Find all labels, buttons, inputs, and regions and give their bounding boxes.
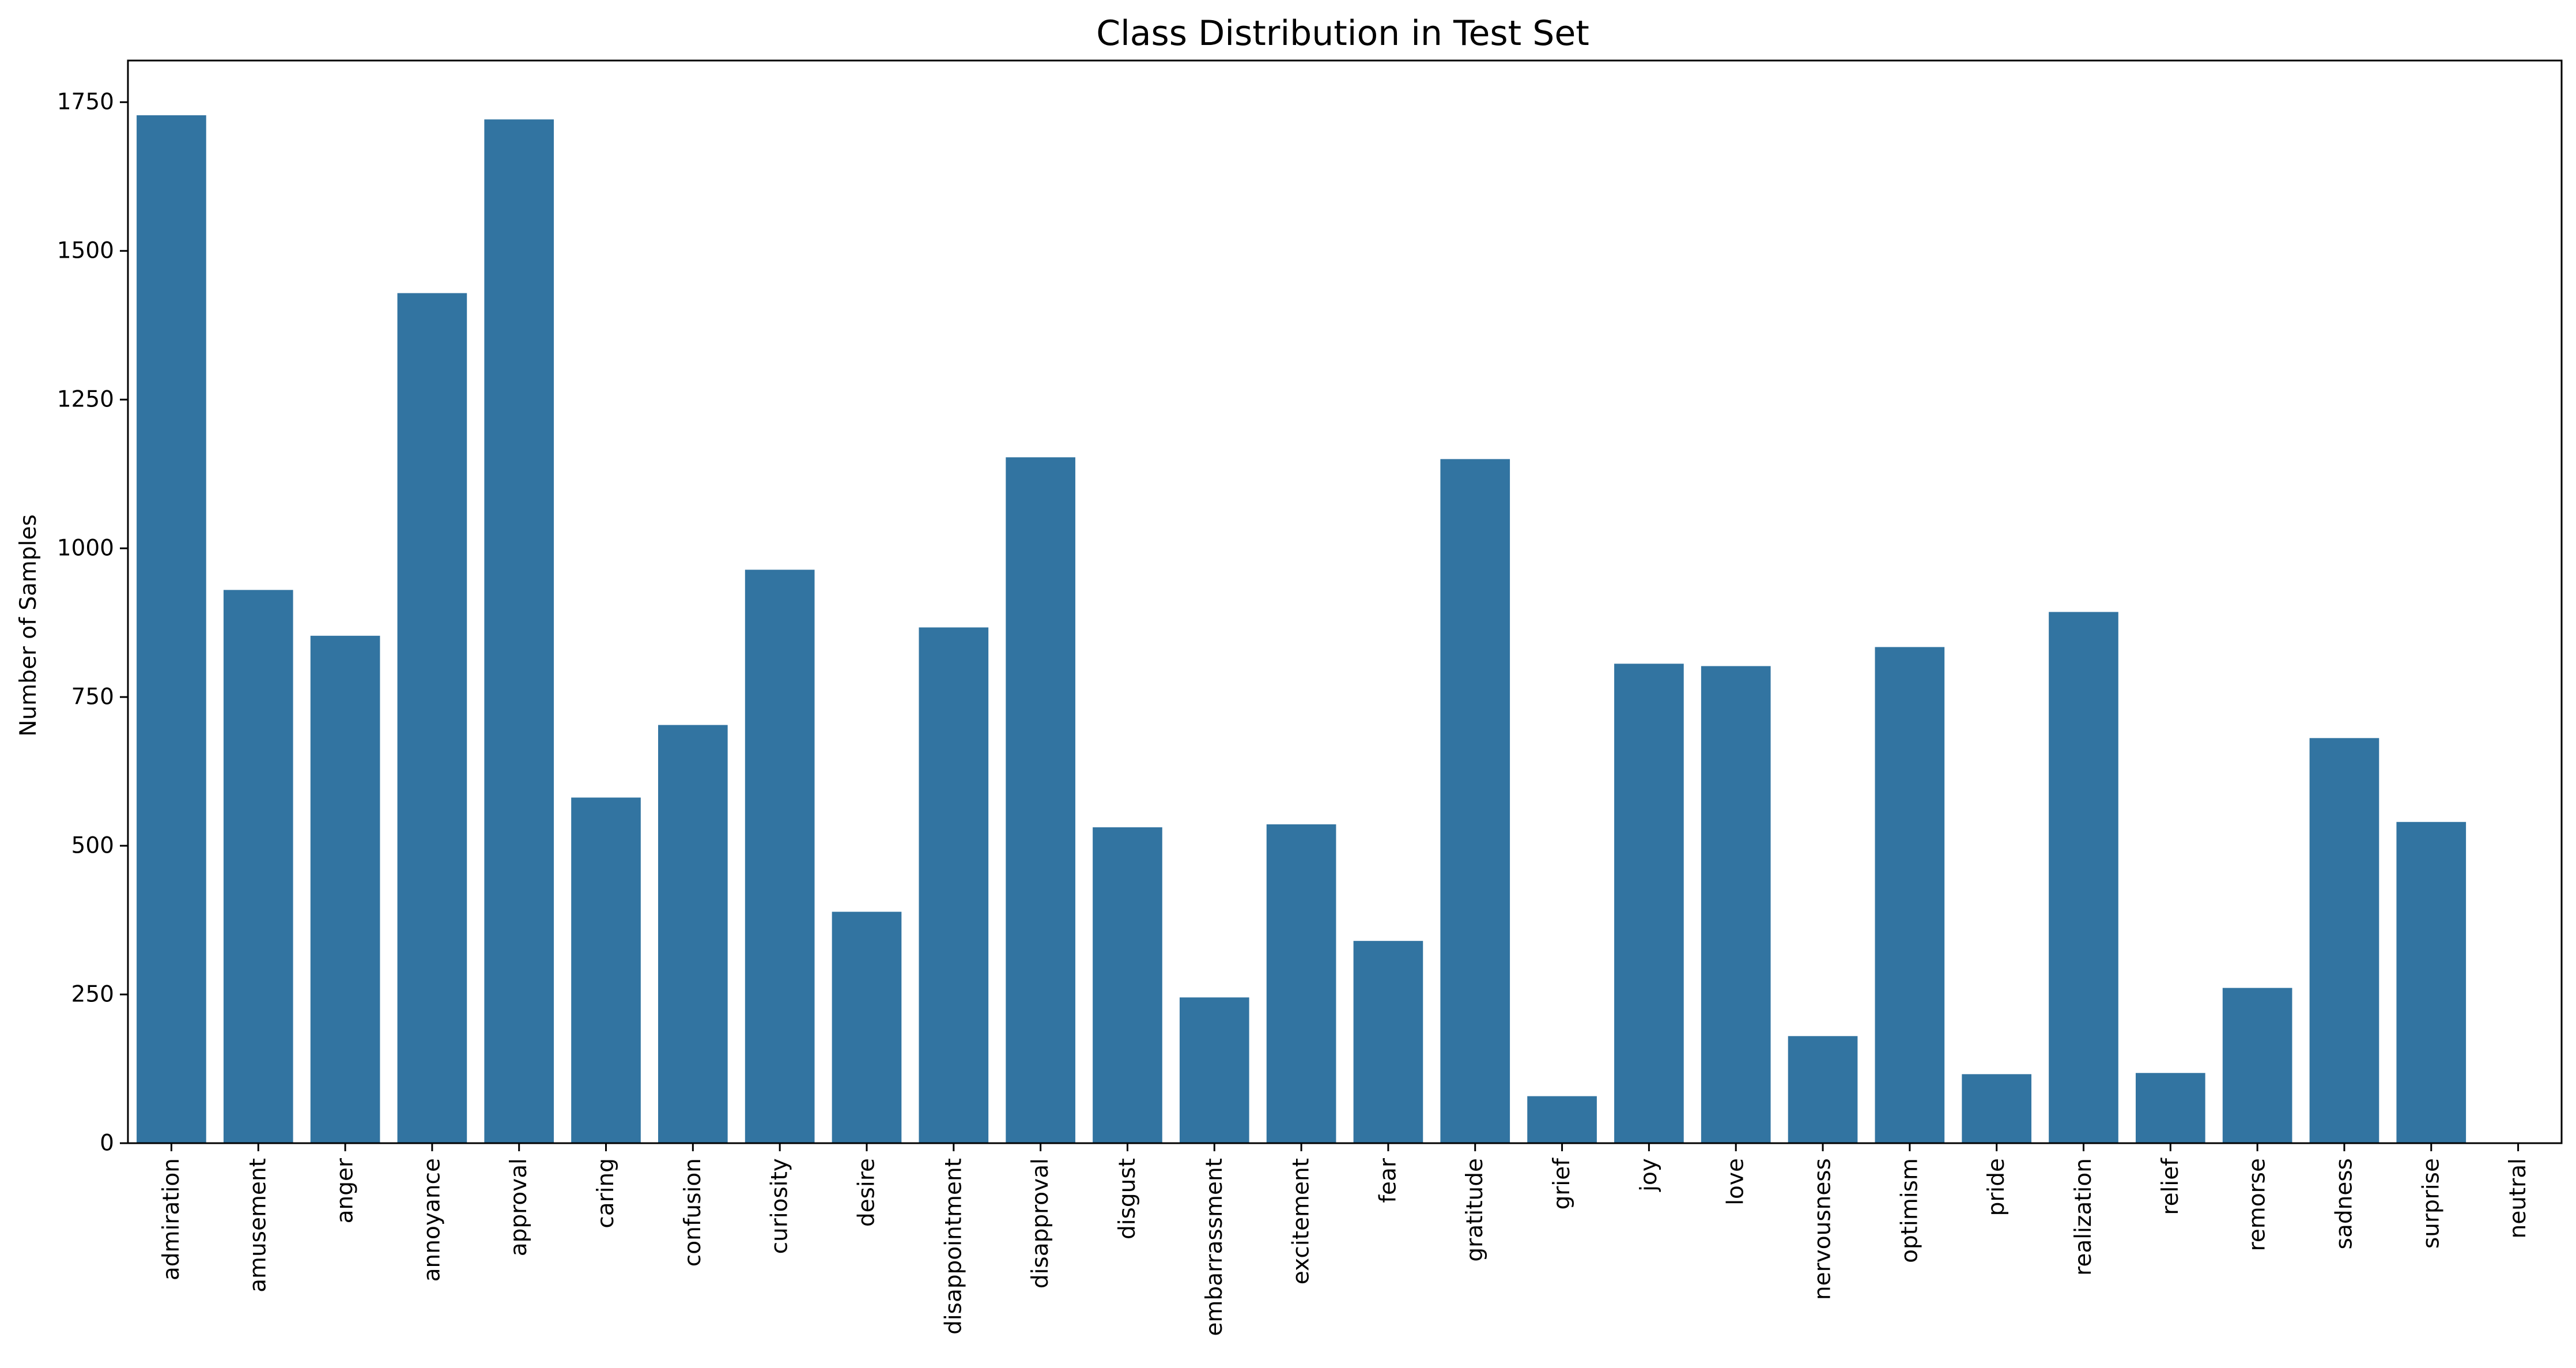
plot-frame bbox=[127, 59, 2563, 1144]
x-tick-label: confusion bbox=[680, 1158, 706, 1267]
y-tick-label: 750 bbox=[71, 684, 114, 710]
x-tick-label: fear bbox=[1375, 1158, 1401, 1203]
bar-anger bbox=[310, 635, 380, 1143]
bar-optimism bbox=[1875, 647, 1945, 1143]
x-tick-label: gratitude bbox=[1462, 1158, 1488, 1262]
x-tick-label: pride bbox=[1984, 1158, 2010, 1216]
bar-excitement bbox=[1266, 824, 1336, 1143]
bar-grief bbox=[1527, 1096, 1597, 1143]
bar-love bbox=[1701, 666, 1771, 1143]
x-tick-label: annoyance bbox=[419, 1158, 445, 1282]
x-tick-label: grief bbox=[1549, 1158, 1575, 1210]
y-tick-label: 1000 bbox=[57, 536, 114, 561]
bar-disapproval bbox=[1006, 457, 1075, 1143]
bar-sadness bbox=[2309, 738, 2379, 1143]
y-tick-label: 500 bbox=[71, 833, 114, 859]
x-tick-label: disapproval bbox=[1028, 1158, 1053, 1288]
bar-fear bbox=[1353, 941, 1423, 1143]
x-tick-label: disappointment bbox=[940, 1158, 966, 1335]
x-tick-label: disgust bbox=[1115, 1158, 1140, 1239]
y-tick-label: 250 bbox=[71, 982, 114, 1008]
bar-annoyance bbox=[397, 293, 467, 1143]
bar-surprise bbox=[2396, 821, 2467, 1143]
y-tick-label: 0 bbox=[100, 1130, 114, 1156]
x-tick-label: amusement bbox=[245, 1158, 271, 1292]
bar-amusement bbox=[223, 590, 293, 1143]
bar-disgust bbox=[1093, 827, 1162, 1143]
bar-approval bbox=[484, 119, 554, 1144]
x-tick-label: embarrassment bbox=[1202, 1158, 1227, 1336]
plot-area: 0 250 500 750 1000 1250 1500 1750 admiration amu… bbox=[57, 59, 2563, 1336]
x-tick-label: realization bbox=[2071, 1158, 2097, 1276]
y-tick-label: 1250 bbox=[57, 387, 114, 413]
bar-confusion bbox=[658, 725, 728, 1143]
x-tick-label: nervousness bbox=[1810, 1158, 1836, 1300]
bar-gratitude bbox=[1440, 459, 1510, 1144]
x-tick-label: caring bbox=[593, 1158, 619, 1228]
bar-caring bbox=[571, 797, 641, 1143]
chart-title: Class Distribution in Test Set bbox=[1096, 13, 1589, 54]
x-tick-label: love bbox=[1723, 1158, 1749, 1205]
bar-embarrassment bbox=[1179, 997, 1249, 1143]
y-tick-label: 1750 bbox=[57, 89, 114, 115]
bar-curiosity bbox=[745, 570, 815, 1143]
bar-desire bbox=[832, 911, 902, 1143]
y-tick-label: 1500 bbox=[57, 238, 114, 264]
bar-relief bbox=[2135, 1073, 2205, 1143]
bar-pride bbox=[1962, 1074, 2031, 1143]
x-tick-label: joy bbox=[1636, 1158, 1662, 1192]
x-tick-label: excitement bbox=[1289, 1158, 1315, 1284]
bar-remorse bbox=[2222, 988, 2292, 1143]
bars-group bbox=[137, 115, 2467, 1144]
x-tick-label: remorse bbox=[2245, 1158, 2271, 1251]
x-tick-label: optimism bbox=[1897, 1158, 1922, 1263]
x-tick-label: surprise bbox=[2418, 1158, 2444, 1249]
bar-disappointment bbox=[919, 627, 989, 1143]
x-tick-label: approval bbox=[506, 1158, 532, 1256]
x-tick-label: curiosity bbox=[767, 1158, 793, 1254]
x-tick-label: neutral bbox=[2505, 1158, 2531, 1239]
bar-joy bbox=[1614, 664, 1684, 1143]
x-tick-label: sadness bbox=[2331, 1158, 2357, 1249]
x-tick-label: admiration bbox=[158, 1158, 184, 1280]
x-tick-label: anger bbox=[333, 1158, 358, 1223]
x-axis-ticks: admiration amusement anger annoyance approva… bbox=[158, 1143, 2531, 1336]
bar-nervousness bbox=[1788, 1036, 1858, 1143]
y-axis-ticks: 0 250 500 750 1000 1250 1500 1750 bbox=[57, 89, 128, 1156]
y-axis-label: Number of Samples bbox=[16, 514, 41, 737]
bar-admiration bbox=[137, 115, 206, 1143]
x-tick-label: relief bbox=[2158, 1158, 2184, 1215]
x-tick-label: desire bbox=[853, 1158, 879, 1227]
bar-realization bbox=[2049, 612, 2118, 1143]
